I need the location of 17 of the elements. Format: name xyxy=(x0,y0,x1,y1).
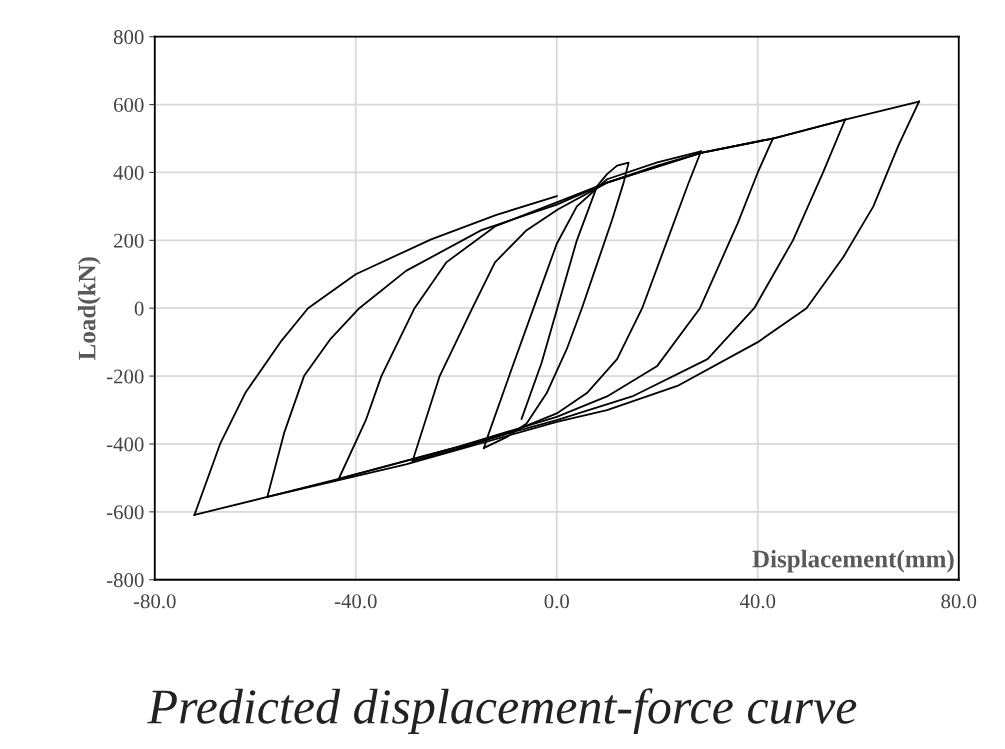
x-axis-title: Displacement(mm) xyxy=(752,549,954,573)
x-tick-label: -40.0 xyxy=(334,594,377,609)
x-tick-label: 0.0 xyxy=(544,594,569,609)
x-tick-label: 80.0 xyxy=(941,594,977,609)
y-tick-label: -800 xyxy=(106,573,144,588)
x-tick-label: -80.0 xyxy=(133,594,176,609)
text: Predicted displacement-force curve xyxy=(147,688,857,735)
y-axis-title: Load(kN) xyxy=(77,257,101,360)
x-tick-label: 40.0 xyxy=(739,594,776,609)
y-tick-label: 400 xyxy=(113,165,144,180)
y-tick-label: 800 xyxy=(113,30,144,45)
y-tick-label: 600 xyxy=(114,97,144,113)
y-tick-label: 200 xyxy=(114,233,144,248)
y-tick-label: -400 xyxy=(106,437,144,452)
y-tick-label: -600 xyxy=(106,505,144,520)
y-tick-label: 0 xyxy=(134,301,144,316)
y-tick-label: -200 xyxy=(106,369,144,384)
